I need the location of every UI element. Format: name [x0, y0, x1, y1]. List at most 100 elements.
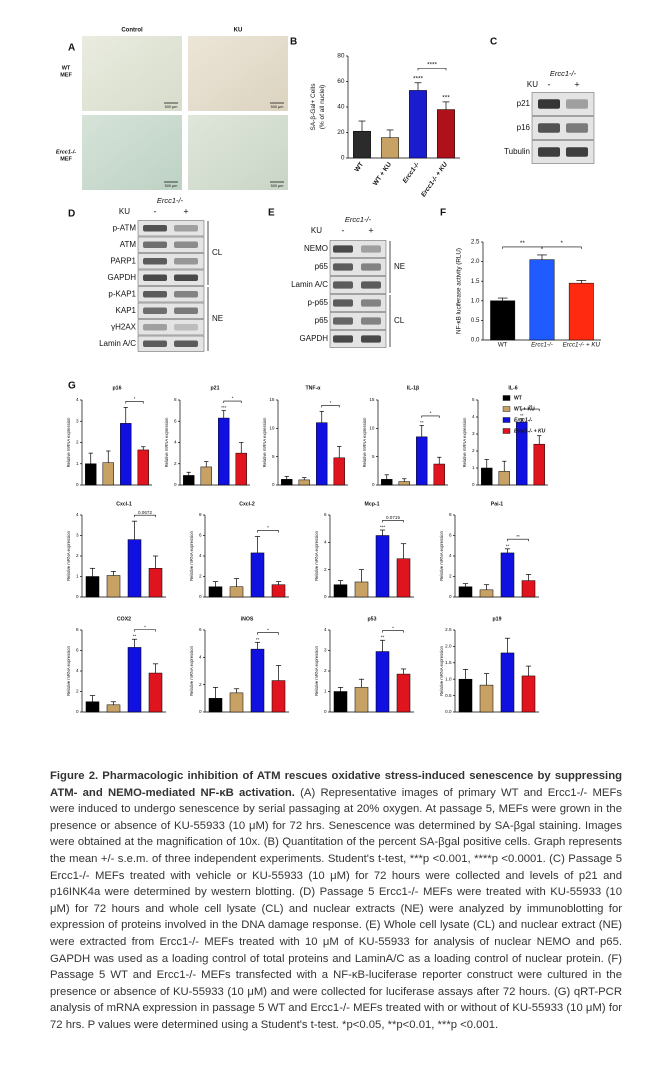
blot-strip — [137, 236, 205, 253]
y-tick-label: 2 — [324, 668, 327, 673]
y-tick-label: 1 — [76, 574, 79, 579]
scale-bar-label: 500 µm — [165, 184, 178, 188]
y-axis-label: NF-κB luciferase activity (RLU) — [456, 248, 463, 334]
y-axis-label: Relative mRNA expression — [66, 417, 71, 467]
panel-label: G — [68, 381, 76, 392]
bar — [106, 704, 121, 713]
significance-label: ** — [520, 413, 524, 418]
blot-band — [333, 317, 353, 325]
bar — [521, 675, 536, 713]
lane-label: + — [368, 225, 373, 235]
bar — [458, 586, 473, 598]
bar — [298, 479, 310, 486]
blot-strip — [329, 330, 387, 348]
significance-bracket — [382, 630, 404, 633]
blot-strip — [329, 276, 387, 294]
bar — [498, 471, 510, 486]
significance-label: * — [560, 240, 563, 247]
y-tick-label: 0 — [472, 482, 475, 487]
significance-label: **** — [413, 76, 424, 83]
bar — [229, 586, 244, 598]
y-tick-label: 20 — [337, 129, 345, 136]
significance-label: * — [134, 396, 136, 401]
bar — [218, 417, 230, 486]
y-axis-label: Relative mRNA expression — [189, 530, 194, 580]
band-label: Lamin A/C — [99, 339, 136, 348]
blot-strip — [531, 140, 595, 164]
y-tick-label: 0.0 — [471, 337, 480, 344]
group-label: CL — [212, 248, 223, 257]
blot-band — [566, 123, 588, 133]
significance-label: * — [267, 627, 269, 632]
chart-title: p21 — [211, 385, 220, 391]
y-tick-label: 6 — [449, 533, 452, 538]
panel-label: C — [490, 37, 497, 48]
bar — [398, 481, 410, 486]
blot-band — [361, 281, 381, 289]
y-tick-label: 5 — [472, 397, 475, 402]
y-tick-label: 60 — [337, 78, 345, 85]
bar — [229, 692, 244, 713]
blot-band — [538, 123, 560, 133]
significance-label: ** — [516, 534, 520, 539]
blot-strip — [329, 240, 387, 258]
significance-label: ** — [529, 404, 533, 409]
x-tick-label: Ercc1-/- — [531, 342, 553, 349]
bar — [479, 684, 494, 713]
significance-label: ** — [520, 240, 525, 247]
band-label: p-ATM — [113, 223, 137, 232]
y-tick-label: 5 — [372, 454, 375, 459]
column-label: KU — [234, 28, 243, 34]
chart-title: Cxcl-2 — [239, 501, 255, 507]
y-axis-label: Relative mRNA expression — [439, 645, 444, 695]
bar — [85, 701, 100, 713]
row-label: MEF — [60, 156, 72, 162]
bar — [375, 535, 390, 598]
row-label: MEF — [60, 72, 72, 78]
lane-label: - — [154, 206, 157, 216]
chart-title: IL-1β — [407, 385, 419, 391]
legend-swatch — [502, 395, 511, 401]
y-axis-label: Relative mRNA expression — [262, 417, 267, 467]
y-tick-label: 5 — [272, 454, 275, 459]
blot-band — [361, 245, 381, 253]
significance-label: ** — [381, 635, 385, 640]
bar — [354, 687, 369, 713]
x-tick-label: Ercc1-/- + KU — [563, 342, 601, 349]
chart-title: COX2 — [117, 616, 131, 622]
significance-label: * — [392, 625, 394, 630]
bar — [106, 575, 121, 598]
significance-label: ** — [133, 634, 137, 639]
bar — [235, 452, 247, 486]
y-tick-label: 1 — [472, 465, 475, 470]
y-tick-label: 0 — [324, 594, 327, 599]
significance-label: *** — [442, 95, 450, 102]
bar — [281, 479, 293, 486]
y-tick-label: 0.5 — [445, 693, 452, 698]
y-tick-label: 80 — [337, 53, 345, 60]
chart-title: p53 — [368, 616, 377, 622]
chart-title: TNF-α — [305, 385, 321, 391]
x-tick-label: WT + KU — [372, 161, 393, 187]
y-tick-label: 1 — [324, 689, 327, 694]
blot-band — [143, 307, 167, 315]
bar — [416, 436, 428, 486]
blot-band — [361, 299, 381, 307]
significance-label: * — [232, 396, 234, 401]
significance-label: * — [267, 525, 269, 530]
y-tick-label: 4 — [199, 655, 202, 660]
y-axis-label: (% of all nuclei) — [319, 85, 326, 129]
bar — [568, 282, 594, 341]
significance-bracket — [134, 514, 156, 518]
y-tick-label: 0 — [174, 482, 177, 487]
lane-label: - — [342, 225, 345, 235]
bar — [516, 421, 528, 486]
y-tick-label: 0 — [76, 482, 79, 487]
y-tick-label: 2 — [76, 689, 79, 694]
y-axis-label: Relative mRNA expression — [314, 645, 319, 695]
significance-bracket — [134, 629, 156, 632]
lane-label: + — [183, 206, 188, 216]
y-tick-label: 6 — [76, 648, 79, 653]
panel-label: E — [268, 208, 275, 219]
blot-strip — [531, 92, 595, 116]
